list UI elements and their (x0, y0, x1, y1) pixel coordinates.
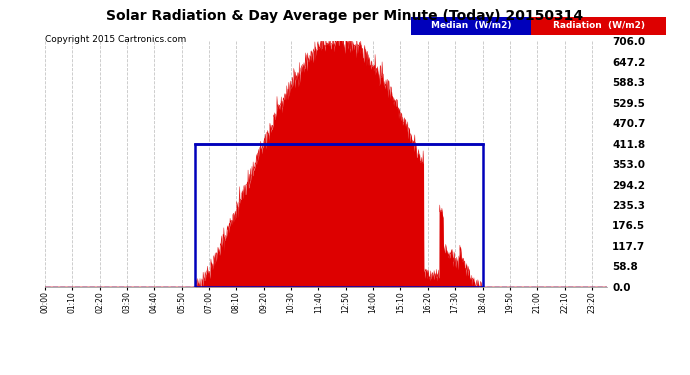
Text: Radiation  (W/m2): Radiation (W/m2) (553, 21, 644, 30)
Text: Median  (W/m2): Median (W/m2) (431, 21, 511, 30)
Text: Solar Radiation & Day Average per Minute (Today) 20150314: Solar Radiation & Day Average per Minute… (106, 9, 584, 23)
Bar (195, 144, 482, 287)
Text: Copyright 2015 Cartronics.com: Copyright 2015 Cartronics.com (45, 34, 186, 44)
